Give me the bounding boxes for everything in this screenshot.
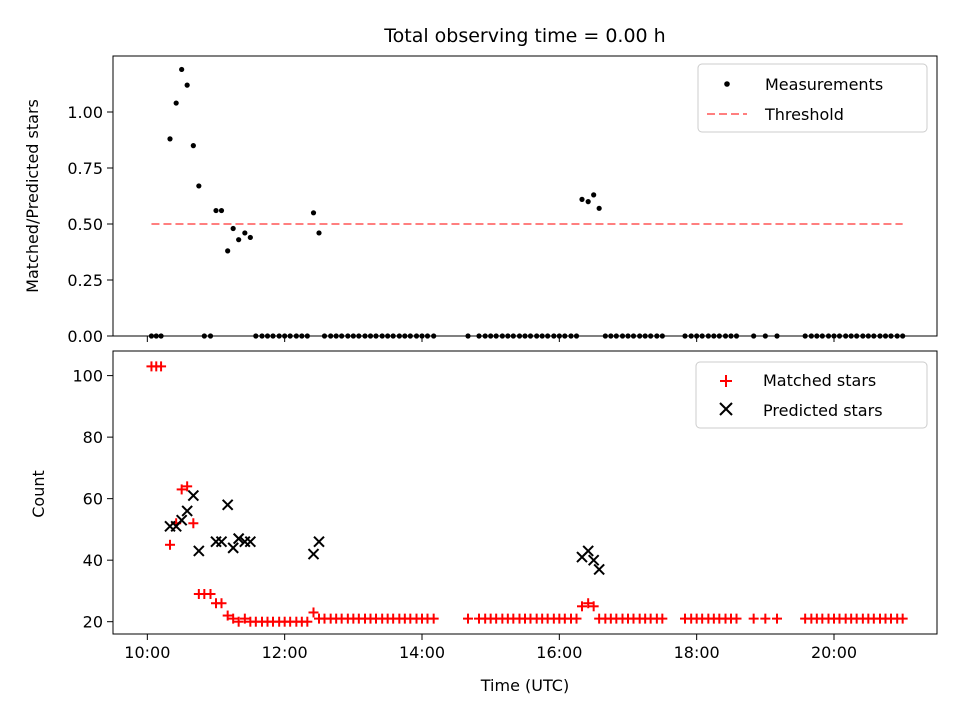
legend-measurements-marker xyxy=(724,81,730,87)
matched-point xyxy=(156,361,167,372)
measurement-point xyxy=(579,196,585,202)
matched-point xyxy=(176,484,187,495)
x-tick-label: 20:00 xyxy=(811,643,857,662)
measurement-point xyxy=(225,248,231,254)
predicted-point xyxy=(193,545,205,557)
predicted-point xyxy=(187,489,200,502)
matched-point xyxy=(239,613,250,624)
matched-point xyxy=(222,610,233,621)
legend-predicted-label: Predicted stars xyxy=(763,401,883,420)
matched-point xyxy=(657,613,668,624)
x-tick-label: 10:00 xyxy=(124,643,170,662)
bottom-y-tick-label: 80 xyxy=(83,428,103,447)
predicted-point xyxy=(232,532,245,545)
measurement-point xyxy=(167,136,173,142)
bottom-y-axis-title: Count xyxy=(29,470,48,518)
matched-point xyxy=(583,598,594,609)
matched-point xyxy=(228,613,239,624)
top-legend: Measurements Threshold xyxy=(697,63,928,133)
top-y-tick-label: 1.00 xyxy=(67,103,103,122)
measurement-point xyxy=(596,205,602,211)
measurement-point xyxy=(242,230,248,236)
x-tick-label: 16:00 xyxy=(536,643,582,662)
measurement-point xyxy=(310,210,317,216)
legend-matched-label: Matched stars xyxy=(763,371,876,390)
predicted-point xyxy=(313,536,325,548)
matched-point xyxy=(571,613,582,624)
top-y-tick-label: 0.00 xyxy=(67,327,103,346)
top-axes-frame xyxy=(112,55,938,337)
legend-threshold-label: Threshold xyxy=(764,105,844,124)
x-tick-label: 18:00 xyxy=(674,643,720,662)
measurement-point xyxy=(179,66,185,73)
measurement-point xyxy=(236,237,242,243)
measurement-point xyxy=(585,199,591,205)
measurement-point xyxy=(230,225,236,232)
predicted-point xyxy=(215,536,228,548)
legend-measurements-label: Measurements xyxy=(765,75,883,94)
top-y-axis-title: Matched/Predicted stars xyxy=(23,99,42,293)
measurement-point xyxy=(316,230,322,236)
matched-point xyxy=(772,613,783,624)
measurement-point xyxy=(190,143,196,149)
top-series-0 xyxy=(148,66,906,339)
predicted-point xyxy=(582,545,594,557)
top-panel: 0.00 0.25 0.50 0.75 1.00 xyxy=(67,55,938,346)
bottom-y-tick-label: 60 xyxy=(83,490,103,509)
bottom-y-tick-label: 100 xyxy=(72,367,103,386)
matched-point xyxy=(216,598,227,609)
predicted-point xyxy=(307,548,320,560)
legend-matched-marker xyxy=(720,375,732,387)
measurement-point xyxy=(173,100,179,106)
top-y-tick-label: 0.25 xyxy=(67,271,103,290)
bottom-panel: 20 40 60 80 100 10:00 12:00 14:00 16:00 18:00 20:0… xyxy=(72,350,938,662)
x-tick-label: 12:00 xyxy=(262,643,308,662)
top-y-tick-label: 0.50 xyxy=(67,215,103,234)
matched-point xyxy=(233,616,244,627)
measurement-point xyxy=(196,183,202,189)
predicted-point xyxy=(181,505,193,517)
predicted-point xyxy=(244,536,257,548)
chart-title: Total observing time = 0.00 h xyxy=(383,25,665,47)
x-tick-label: 14:00 xyxy=(399,643,445,662)
legend-predicted-marker xyxy=(719,402,733,416)
matched-point xyxy=(731,613,742,624)
matched-point xyxy=(182,481,193,492)
matched-point xyxy=(188,518,199,529)
matched-point xyxy=(302,616,313,627)
matched-point xyxy=(760,613,771,624)
matched-point xyxy=(588,601,599,612)
measurement-point xyxy=(247,234,253,241)
top-legend-frame xyxy=(697,63,928,133)
measurement-point xyxy=(591,192,597,198)
measurement-point xyxy=(213,207,219,214)
matched-point xyxy=(164,539,175,550)
bottom-legend-frame xyxy=(695,361,928,429)
bottom-legend: Matched stars Predicted stars xyxy=(695,361,928,429)
matched-point xyxy=(576,601,587,612)
matched-point xyxy=(308,607,319,618)
top-y-tick-label: 0.75 xyxy=(67,159,103,178)
measurement-point xyxy=(218,207,225,214)
x-axis-title: Time (UTC) xyxy=(480,676,569,695)
predicted-point xyxy=(227,542,239,554)
predicted-point xyxy=(593,563,605,576)
bottom-y-tick-label: 40 xyxy=(83,551,103,570)
predicted-point xyxy=(587,554,600,566)
matched-point xyxy=(897,613,908,624)
matched-point xyxy=(463,613,474,624)
matched-point xyxy=(205,589,216,600)
matched-point xyxy=(748,613,759,624)
bottom-y-tick-label: 20 xyxy=(83,613,103,632)
predicted-point xyxy=(175,514,188,526)
matched-point xyxy=(428,613,439,624)
bottom-series-1 xyxy=(164,489,605,576)
bottom-axes-frame xyxy=(112,350,938,635)
predicted-point xyxy=(221,499,234,511)
measurement-point xyxy=(184,82,190,88)
